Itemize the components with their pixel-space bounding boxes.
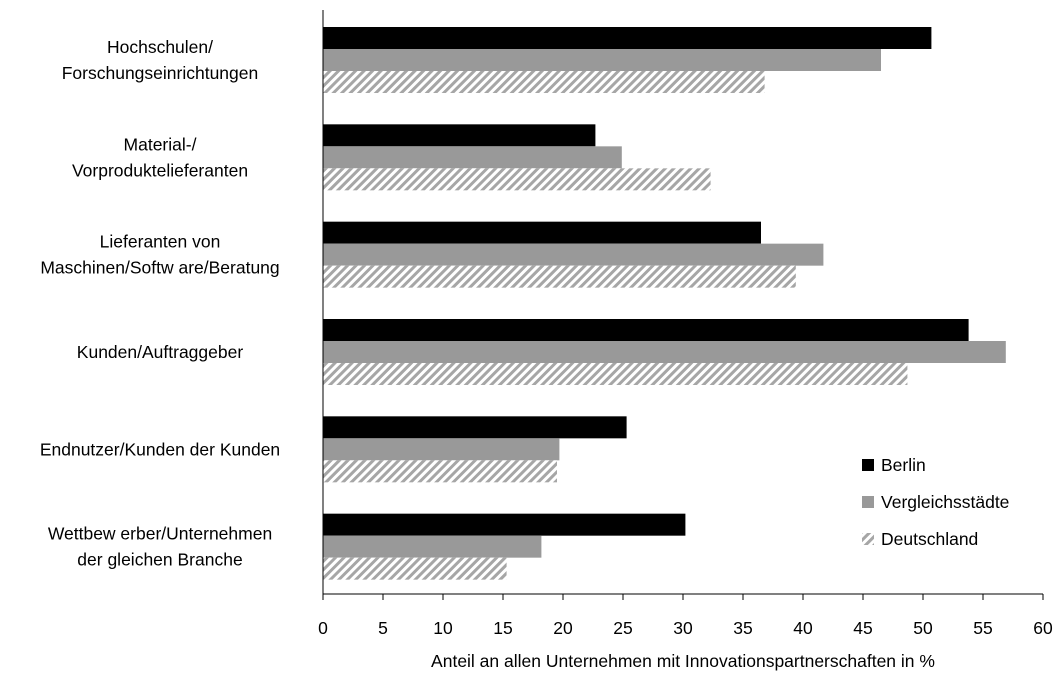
category-labels: Hochschulen/Forschungseinrichtungen Mater…	[40, 37, 280, 570]
category-label-5-line-0: Wettbew erber/Unternehmen	[48, 524, 272, 544]
x-tick-label-5: 5	[378, 618, 388, 638]
category-label-3-line-0: Kunden/Auftraggeber	[77, 342, 244, 362]
x-axis-title: Anteil an allen Unternehmen mit Innovati…	[431, 651, 935, 671]
bar-berlin-4	[323, 416, 627, 439]
category-label-5-line-1: der gleichen Branche	[77, 550, 242, 570]
category-label-1-line-1: Vorproduktelieferanten	[72, 160, 248, 180]
x-tick-label-50: 50	[913, 618, 933, 638]
x-tick-label-60: 60	[1033, 618, 1053, 638]
x-tick-label-20: 20	[553, 618, 573, 638]
legend-label-0: Berlin	[881, 455, 926, 475]
bar-deutschland-5	[323, 557, 507, 580]
bar-deutschland-4	[323, 460, 557, 483]
category-label-0-line-1: Forschungseinrichtungen	[62, 63, 259, 83]
category-label-2-line-1: Maschinen/Softw are/Beratung	[40, 258, 279, 278]
category-label-0-line-0: Hochschulen/	[107, 37, 213, 57]
x-tick-label-35: 35	[733, 618, 752, 638]
bar-vergleichsst-dte-5	[323, 535, 542, 558]
bar-berlin-2	[323, 221, 761, 244]
bar-vergleichsst-dte-2	[323, 243, 824, 266]
bar-berlin-5	[323, 513, 686, 536]
bar-vergleichsst-dte-3	[323, 341, 1006, 363]
bar-vergleichsst-dte-1	[323, 146, 622, 169]
x-tick-label-0: 0	[318, 618, 328, 638]
bars-group	[323, 27, 1006, 580]
legend-label-2: Deutschland	[881, 529, 978, 549]
x-tick-label-55: 55	[973, 618, 992, 638]
bar-deutschland-0	[323, 71, 765, 93]
bar-vergleichsst-dte-4	[323, 438, 560, 461]
legend: Berlin Vergleichsstädte Deutschland	[862, 455, 1009, 549]
x-tick-label-10: 10	[433, 618, 453, 638]
bar-vergleichsst-dte-0	[323, 49, 881, 71]
category-label-4-line-0: Endnutzer/Kunden der Kunden	[40, 439, 280, 459]
legend-swatch-0	[862, 459, 874, 471]
x-tick-label-45: 45	[853, 618, 872, 638]
x-tick-label-30: 30	[673, 618, 693, 638]
legend-swatch-1	[862, 496, 874, 508]
bar-berlin-3	[323, 319, 969, 341]
x-axis: 0 5 10 15 20 25 30 35 40 45 50 55 60	[318, 593, 1053, 638]
category-label-2-line-0: Lieferanten von	[100, 232, 221, 252]
x-tick-label-15: 15	[493, 618, 512, 638]
x-tick-label-40: 40	[793, 618, 813, 638]
legend-swatch-2	[862, 533, 874, 545]
bar-berlin-0	[323, 27, 932, 49]
x-tick-label-25: 25	[613, 618, 632, 638]
bar-deutschland-3	[323, 363, 908, 385]
bar-deutschland-2	[323, 265, 796, 288]
bar-berlin-1	[323, 124, 596, 147]
legend-label-1: Vergleichsstädte	[881, 492, 1009, 512]
bar-deutschland-1	[323, 168, 711, 191]
category-label-1-line-0: Material-/	[124, 134, 197, 154]
